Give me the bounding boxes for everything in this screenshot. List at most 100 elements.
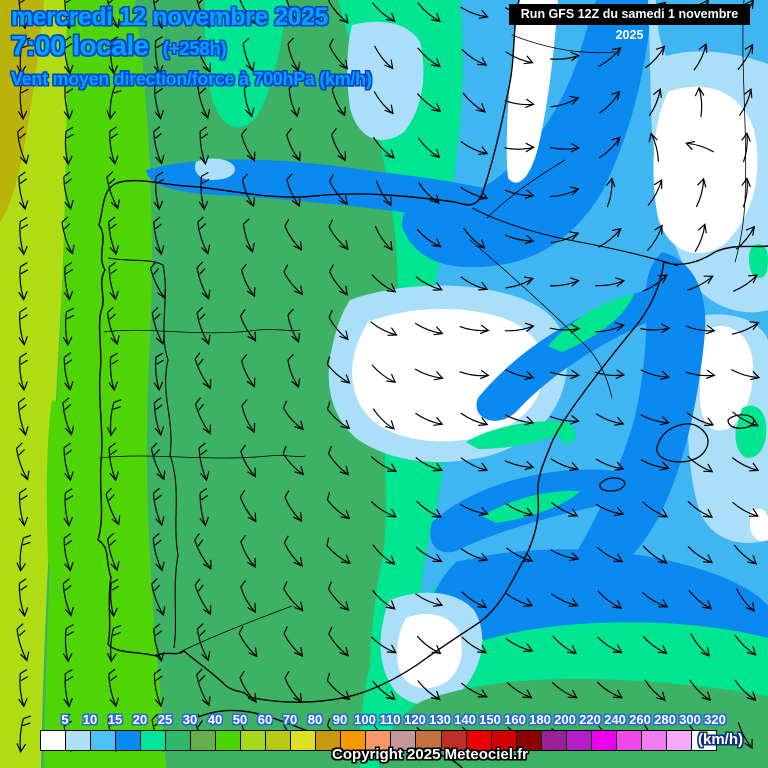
- wind-arrow: [685, 324, 716, 335]
- wind-arrow: [63, 352, 74, 392]
- river-line: [103, 329, 301, 334]
- wind-arrow: [595, 413, 625, 426]
- wind-arrow: [106, 306, 120, 346]
- wind-arrow: [642, 635, 668, 655]
- wind-arrow: [62, 578, 74, 617]
- wind-arrow: [198, 171, 210, 211]
- region-spring-streak-catalonia: [482, 490, 580, 523]
- wind-arrow: [282, 445, 305, 476]
- wind-arrow: [504, 460, 535, 471]
- wind-arrow: [287, 37, 301, 72]
- scale-tick: 140: [454, 712, 476, 727]
- wind-arrow: [417, 137, 441, 159]
- wind-arrow: [505, 368, 535, 381]
- wind-arrow: [504, 322, 535, 333]
- wind-arrow: [286, 0, 301, 27]
- scale-cell-10-15: [91, 731, 117, 750]
- wind-arrow: [415, 593, 444, 607]
- wind-arrows: [15, 0, 761, 753]
- wind-arrow: [153, 171, 164, 211]
- wind-arrow: [196, 306, 211, 346]
- scale-tick: 60: [257, 712, 273, 727]
- wind-arrow: [327, 445, 350, 476]
- scale-cell-80-90: [316, 731, 342, 750]
- wind-arrow: [283, 626, 304, 657]
- wind-arrow: [415, 546, 443, 563]
- wind-arrow: [326, 491, 351, 520]
- wind-arrow: [61, 216, 75, 255]
- time-label: 7:00 locale: [11, 30, 149, 62]
- wind-arrow: [732, 501, 759, 517]
- wind-arrow: [152, 532, 165, 572]
- wind-arrow: [242, 218, 255, 253]
- scale-cell-180-200: [541, 731, 567, 750]
- scale-cell-150-160: [491, 731, 517, 750]
- wind-arrow: [598, 228, 622, 248]
- wind-arrow: [18, 0, 29, 30]
- country-border: [471, 207, 679, 267]
- wind-arrow: [597, 590, 623, 610]
- wind-arrow: [196, 261, 211, 300]
- scale-cell-25-30: [166, 731, 192, 750]
- wind-arrow: [62, 397, 75, 436]
- wind-arrow: [108, 578, 119, 618]
- wind-arrow: [415, 412, 444, 426]
- scale-tick: 180: [529, 712, 551, 727]
- wind-arrow: [196, 668, 211, 707]
- wind-arrow: [331, 82, 346, 117]
- region-spring-pocket-top: [204, 0, 287, 128]
- wind-arrow: [550, 458, 580, 471]
- region-blue-band-alboran: [424, 549, 768, 654]
- wind-arrow: [371, 274, 397, 293]
- wind-arrow: [108, 216, 120, 256]
- wind-arrow: [460, 186, 489, 200]
- wind-arrow: [731, 457, 760, 472]
- wind-arrow: [108, 668, 120, 708]
- wind-arrow: [460, 6, 489, 19]
- wind-arrow: [415, 276, 443, 291]
- forecast-offset-label: (+258h): [162, 39, 227, 61]
- wind-arrow: [16, 534, 32, 573]
- wind-arrow: [549, 415, 580, 425]
- wind-arrow: [153, 397, 165, 437]
- region-white-calm-topright: [653, 86, 758, 254]
- scale-tick: 90: [332, 712, 348, 727]
- wind-arrow: [153, 216, 165, 256]
- wind-speed-scale: [40, 730, 717, 751]
- wind-arrow: [199, 126, 209, 166]
- wind-arrow: [153, 352, 164, 392]
- river-line: [179, 605, 293, 653]
- scale-tick: 10: [82, 712, 98, 727]
- wind-arrow: [416, 635, 442, 655]
- scale-tick: 25: [157, 712, 173, 727]
- wind-arrow: [370, 501, 397, 518]
- scale-tick: 280: [654, 712, 676, 727]
- wind-arrow: [689, 679, 712, 702]
- wind-arrow: [374, 225, 393, 251]
- scale-cell-0-5: [41, 731, 67, 750]
- wind-arrow: [18, 668, 29, 708]
- wind-arrow: [414, 322, 444, 336]
- wind-arrow: [731, 321, 760, 335]
- scale-cell-50-60: [241, 731, 267, 750]
- island-outline: [655, 423, 709, 463]
- wind-arrow: [462, 92, 486, 113]
- wind-arrow: [417, 2, 441, 23]
- wind-arrow: [63, 488, 74, 527]
- wind-arrow: [15, 442, 30, 481]
- wind-arrow: [550, 95, 580, 108]
- wind-arrow: [62, 307, 75, 347]
- scale-tick: 240: [604, 712, 626, 727]
- date-label: mercredi 12 novembre 2025: [11, 3, 328, 31]
- wind-arrow: [194, 352, 212, 390]
- wind-arrow: [416, 500, 442, 518]
- wind-arrow: [16, 623, 30, 662]
- wind-arrow: [18, 216, 29, 256]
- wind-arrow: [647, 178, 663, 206]
- wind-arrow: [240, 580, 256, 614]
- region-blue-strip-cantabrian-coast: [146, 159, 556, 225]
- wind-arrow: [598, 136, 621, 159]
- scale-cell-280-300: [666, 731, 692, 750]
